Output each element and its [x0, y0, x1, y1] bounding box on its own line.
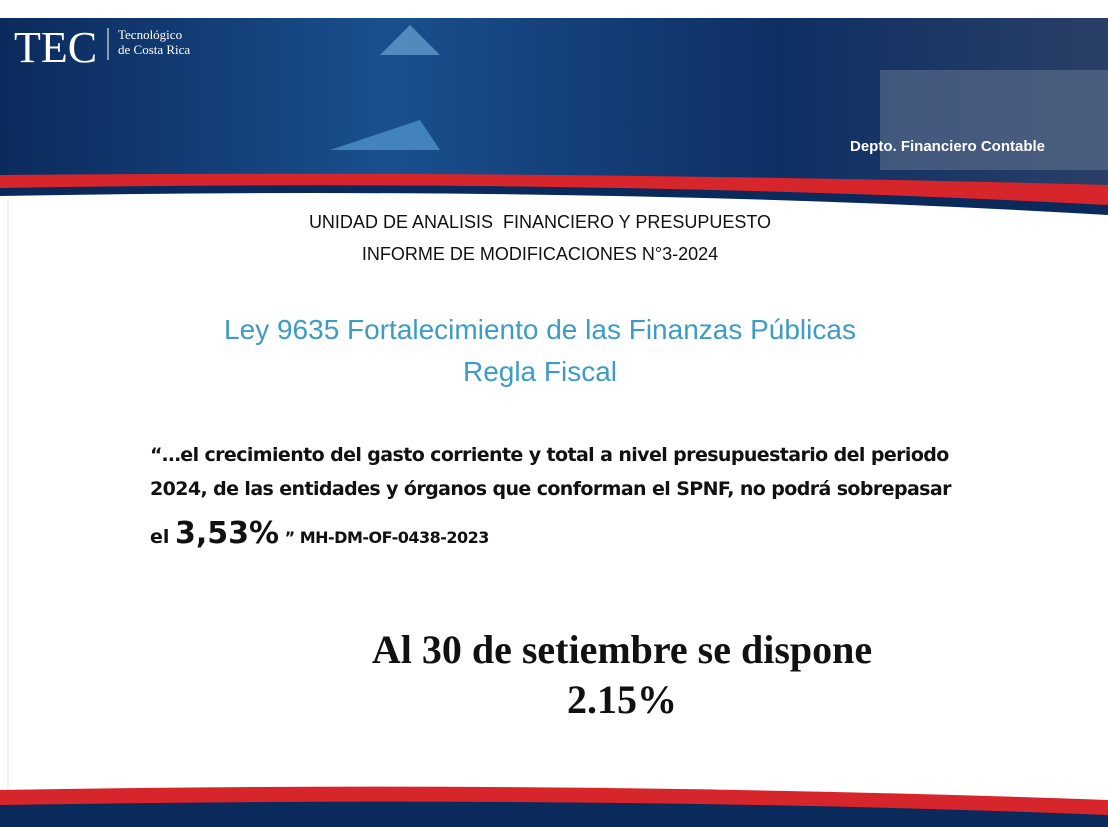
- department: Depto. Financiero Contable: [850, 138, 1045, 155]
- quote: 2024, de las entidades y órganos que con…: [150, 478, 951, 500]
- title: UNIDAD DE ANALISIS FINANCIERO Y PRESUPUE…: [309, 212, 771, 233]
- quote: “…el crecimiento del gasto corriente y t…: [150, 444, 949, 466]
- quote-line: el 3,53% ” MH-DM-OF-0438-2023: [150, 516, 489, 551]
- page: TEC Tecnológico de Costa Rica Depto. Fin…: [0, 0, 1108, 827]
- slide-background: [0, 0, 1108, 827]
- law-title: Ley 9635 Fortalecimiento de las Finanzas…: [224, 314, 856, 346]
- quote: el: [150, 526, 169, 548]
- title: INFORME DE MODIFICACIONES N°3-2024: [362, 244, 718, 265]
- institution-name: de Costa Rica: [118, 42, 190, 58]
- institution-name: Tecnológico: [118, 27, 182, 43]
- law-title: Regla Fiscal: [463, 356, 617, 388]
- banner-photo: [880, 70, 1108, 170]
- quote-reference: ” MH-DM-OF-0438-2023: [285, 528, 489, 547]
- quote-value: 3,53%: [175, 516, 279, 551]
- status: Al 30 de setiembre se dispone: [372, 626, 872, 673]
- logo: TEC: [14, 22, 97, 73]
- status-value: 2.15%: [567, 676, 677, 723]
